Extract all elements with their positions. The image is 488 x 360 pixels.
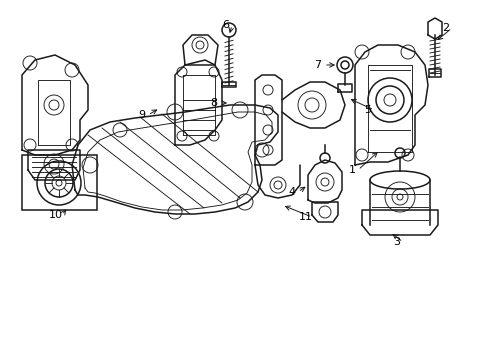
Text: 11: 11	[298, 212, 312, 222]
Text: 2: 2	[442, 23, 448, 33]
Text: 5: 5	[364, 105, 371, 115]
Text: 7: 7	[314, 60, 321, 70]
Text: 8: 8	[210, 98, 217, 108]
Text: 9: 9	[138, 110, 145, 120]
Text: 6: 6	[222, 20, 229, 30]
Text: 10: 10	[49, 210, 63, 220]
Text: 3: 3	[393, 237, 400, 247]
Text: 1: 1	[348, 165, 355, 175]
Text: 4: 4	[288, 187, 295, 197]
